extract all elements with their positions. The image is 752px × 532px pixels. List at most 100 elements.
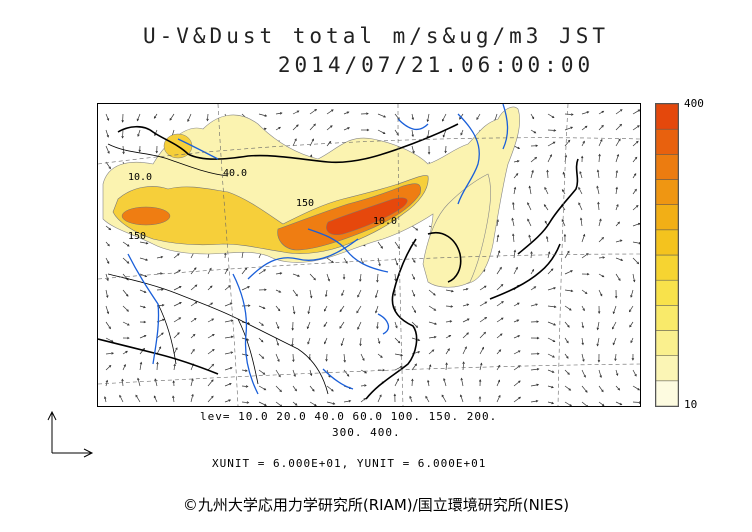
wind-vector-head	[426, 119, 430, 123]
wind-vector-head	[313, 123, 316, 127]
wind-vector	[629, 321, 634, 328]
wind-vector	[530, 303, 538, 307]
wind-vector	[307, 337, 311, 345]
wind-vector-head	[597, 360, 601, 363]
wind-vector-head	[496, 234, 500, 238]
colorbar-step	[656, 355, 678, 382]
wind-vector-head	[582, 233, 586, 237]
colorbar-step	[656, 104, 678, 130]
wind-vector	[136, 113, 141, 121]
wind-vector	[496, 235, 499, 243]
wind-vector	[172, 396, 175, 403]
wind-vector-head	[323, 324, 327, 328]
wind-vector	[441, 394, 447, 403]
wind-vector-head	[123, 364, 126, 367]
wind-vector	[632, 257, 639, 264]
wind-vector-head	[567, 372, 570, 375]
wind-vector	[156, 256, 163, 259]
wind-vector-head	[596, 169, 600, 173]
wind-vector-head	[108, 326, 111, 330]
wind-vector	[581, 385, 588, 393]
wind-vector	[394, 353, 403, 356]
contour-levels-line1: lev= 10.0 20.0 40.0 60.0 100. 150. 200.	[200, 410, 498, 423]
wind-vector	[122, 257, 130, 264]
colorbar-step	[656, 179, 678, 205]
wind-vector	[511, 218, 515, 227]
wind-vector-head	[192, 348, 195, 352]
wind-vector	[476, 113, 481, 120]
wind-vector-head	[296, 110, 300, 113]
wind-vector	[190, 349, 195, 355]
wind-vector-head	[245, 385, 249, 388]
wind-vector	[343, 369, 350, 377]
wind-vector-head	[307, 341, 310, 345]
wind-vector	[411, 289, 415, 297]
wind-vector-head	[616, 153, 620, 157]
wind-vector-head	[498, 349, 502, 352]
wind-vector-head	[346, 374, 350, 377]
wind-vector	[135, 395, 141, 403]
wind-vector	[496, 301, 504, 307]
wind-vector	[308, 305, 311, 314]
wind-vector-head	[551, 115, 555, 118]
wind-vector	[632, 125, 640, 131]
wind-vector	[462, 288, 468, 291]
wind-vector	[207, 318, 214, 323]
wind-vector-head	[154, 378, 157, 382]
wind-vector	[258, 385, 266, 391]
dust-map: 10.0 40.0 150 150 10.0	[97, 103, 641, 407]
wind-vector	[512, 234, 515, 243]
wind-vector-head	[145, 242, 149, 245]
wind-vector	[207, 349, 215, 355]
wind-vector-head	[553, 323, 557, 326]
wind-vector	[496, 284, 504, 291]
wind-vector	[561, 219, 566, 227]
wind-vector-head	[632, 279, 636, 283]
wind-vector	[173, 302, 182, 307]
wind-vector	[105, 365, 112, 371]
wind-vector-head	[597, 311, 601, 314]
wind-vector-head	[277, 308, 281, 312]
wind-vector-head	[619, 239, 623, 242]
wind-vector	[629, 305, 634, 312]
wind-vector	[496, 250, 500, 259]
wind-vector-head	[121, 378, 124, 382]
wind-vector-head	[364, 371, 368, 374]
wind-vector-head	[578, 202, 581, 205]
wind-vector-head	[194, 317, 197, 321]
wind-vector-head	[277, 359, 280, 362]
wind-vector	[258, 305, 266, 309]
wind-vector	[547, 170, 549, 179]
wind-vector-head	[127, 244, 130, 247]
map-title: U-V&Dust total m/s&ug/m3 JST	[142, 24, 609, 48]
wind-vector-head	[442, 134, 446, 138]
wind-vector-head	[395, 325, 398, 329]
wind-vector-head	[581, 342, 585, 346]
wind-vector	[527, 219, 532, 227]
wind-vector-head	[553, 287, 557, 290]
wind-vector	[564, 305, 572, 311]
wind-vector-head	[601, 403, 605, 406]
wind-vector	[428, 289, 436, 296]
wind-vector-head	[314, 403, 317, 406]
wind-vector-head	[513, 249, 517, 253]
wind-vector-head	[612, 311, 616, 315]
wind-vector	[530, 286, 536, 291]
wind-vector-head	[345, 261, 348, 264]
wind-vector	[224, 351, 233, 355]
wind-vector	[275, 272, 282, 275]
wind-vector-head	[343, 359, 346, 363]
copyright-notice: ©九州大学応用力学研究所(RIAM)/国立環境研究所(NIES)	[182, 496, 570, 514]
wind-vector	[598, 110, 604, 115]
wind-vector-head	[332, 402, 336, 405]
wind-vector	[339, 305, 345, 312]
wind-vector-head	[586, 253, 589, 256]
wind-vector-head	[634, 156, 638, 160]
wind-vector-head	[427, 152, 431, 155]
wind-vector-head	[108, 227, 112, 231]
wind-vector	[547, 401, 554, 404]
wind-vector	[632, 173, 637, 179]
wind-vector-head	[638, 241, 640, 245]
wind-vector-head	[601, 124, 604, 128]
wind-vector	[411, 273, 415, 280]
